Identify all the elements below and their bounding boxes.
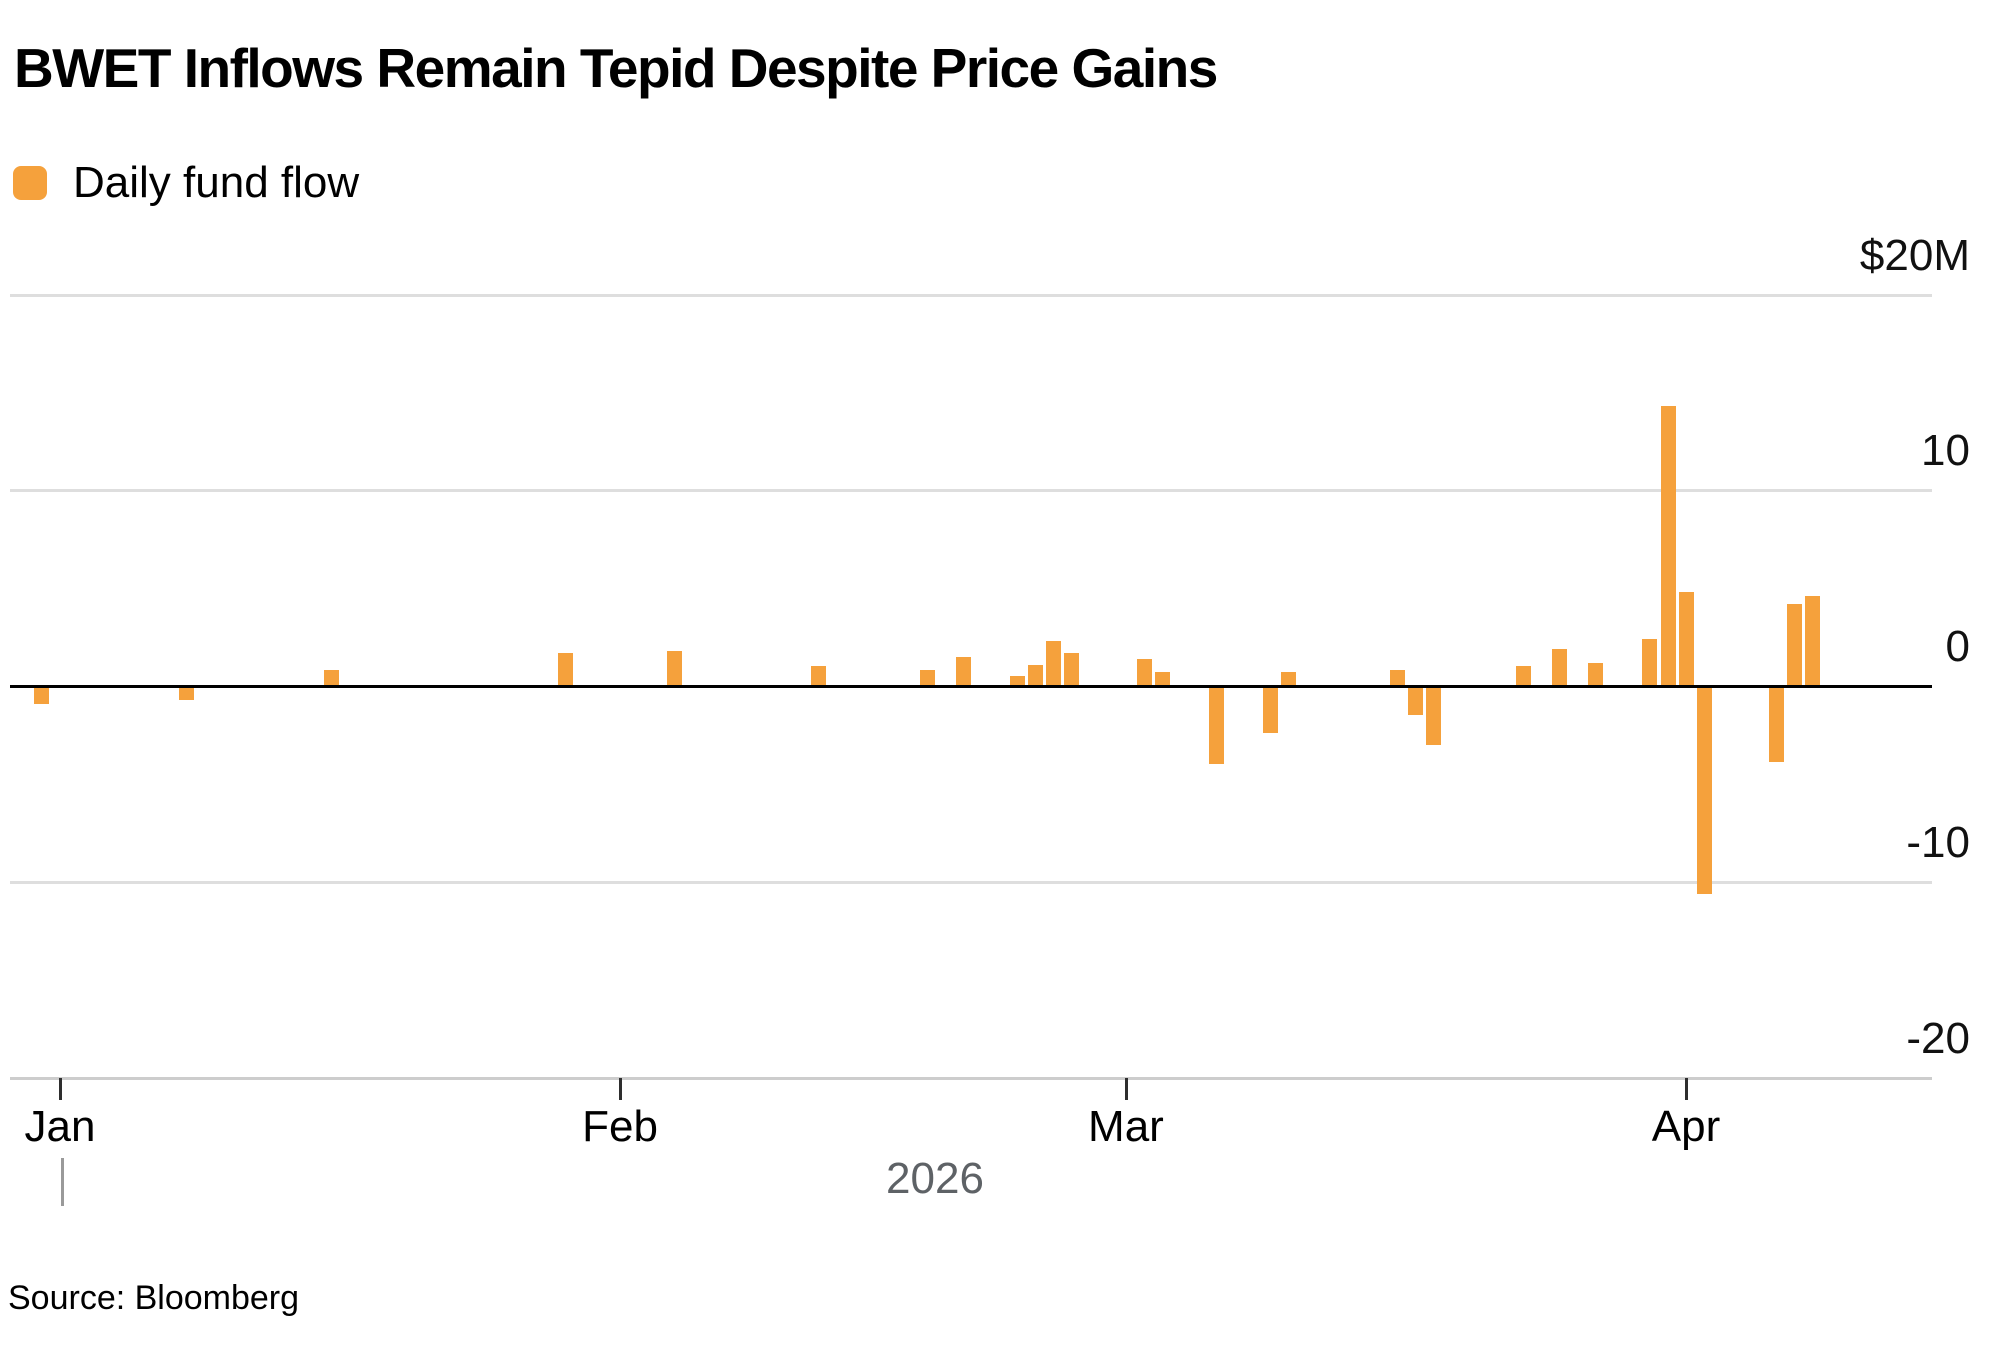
source-label: Source: Bloomberg: [8, 1279, 300, 1317]
year-boundary-tick: [61, 1158, 64, 1206]
x-tick-label-apr: Apr: [1651, 1102, 1721, 1151]
gridline-20: [10, 293, 1932, 297]
bar: [1208, 686, 1224, 765]
bar: [1515, 666, 1531, 688]
bar: [1281, 672, 1297, 688]
bar: [1552, 648, 1568, 688]
gridline--10: [10, 880, 1932, 884]
bar: [1064, 652, 1080, 688]
bar: [1660, 406, 1676, 688]
bar: [323, 670, 339, 688]
legend: Daily fund flow: [13, 158, 359, 208]
y-axis-label-20: $20M: [1859, 230, 1970, 280]
x-tick-label-feb: Feb: [582, 1102, 658, 1151]
legend-label: Daily fund flow: [73, 158, 360, 207]
bar: [1028, 664, 1044, 688]
bar: [1263, 686, 1278, 733]
bar: [179, 686, 194, 700]
bar: [1786, 603, 1802, 688]
bar: [1696, 686, 1712, 894]
bar: [811, 666, 827, 688]
bar: [558, 652, 574, 688]
x-tick-label-mar: Mar: [1088, 1102, 1164, 1151]
bar: [1642, 639, 1658, 688]
bar: [1389, 670, 1405, 688]
y-axis-label--20: -20: [1906, 1013, 1970, 1063]
bar: [1046, 641, 1062, 688]
bar: [34, 686, 50, 704]
x-tick-feb: [619, 1078, 623, 1100]
y-axis-label-0: 0: [1945, 622, 1970, 671]
legend-swatch-icon: [13, 166, 47, 200]
x-axis-year-label: 2026: [886, 1154, 984, 1203]
chart-title: BWET Inflows Remain Tepid Despite Price …: [14, 37, 1218, 99]
x-tick-mar: [1124, 1078, 1128, 1100]
bar: [955, 656, 971, 688]
bar: [666, 650, 682, 688]
bar: [1154, 672, 1170, 688]
bar: [1805, 596, 1820, 688]
bar: [1136, 658, 1152, 688]
gridline--20: [10, 1076, 1932, 1080]
bar: [1425, 686, 1441, 745]
bar: [1678, 592, 1694, 688]
x-tick-label-jan: Jan: [24, 1102, 96, 1151]
bar: [1588, 662, 1604, 688]
x-tick-jan: [59, 1078, 62, 1100]
y-axis-label--10: -10: [1906, 817, 1970, 867]
bar: [919, 670, 935, 688]
bar: [1768, 686, 1784, 763]
bar: [1407, 686, 1423, 716]
gridline-10: [10, 489, 1932, 493]
bar: [1010, 676, 1026, 688]
y-axis-label-10: 10: [1921, 426, 1970, 476]
x-tick-apr: [1685, 1078, 1689, 1100]
zero-baseline: [10, 685, 1932, 688]
